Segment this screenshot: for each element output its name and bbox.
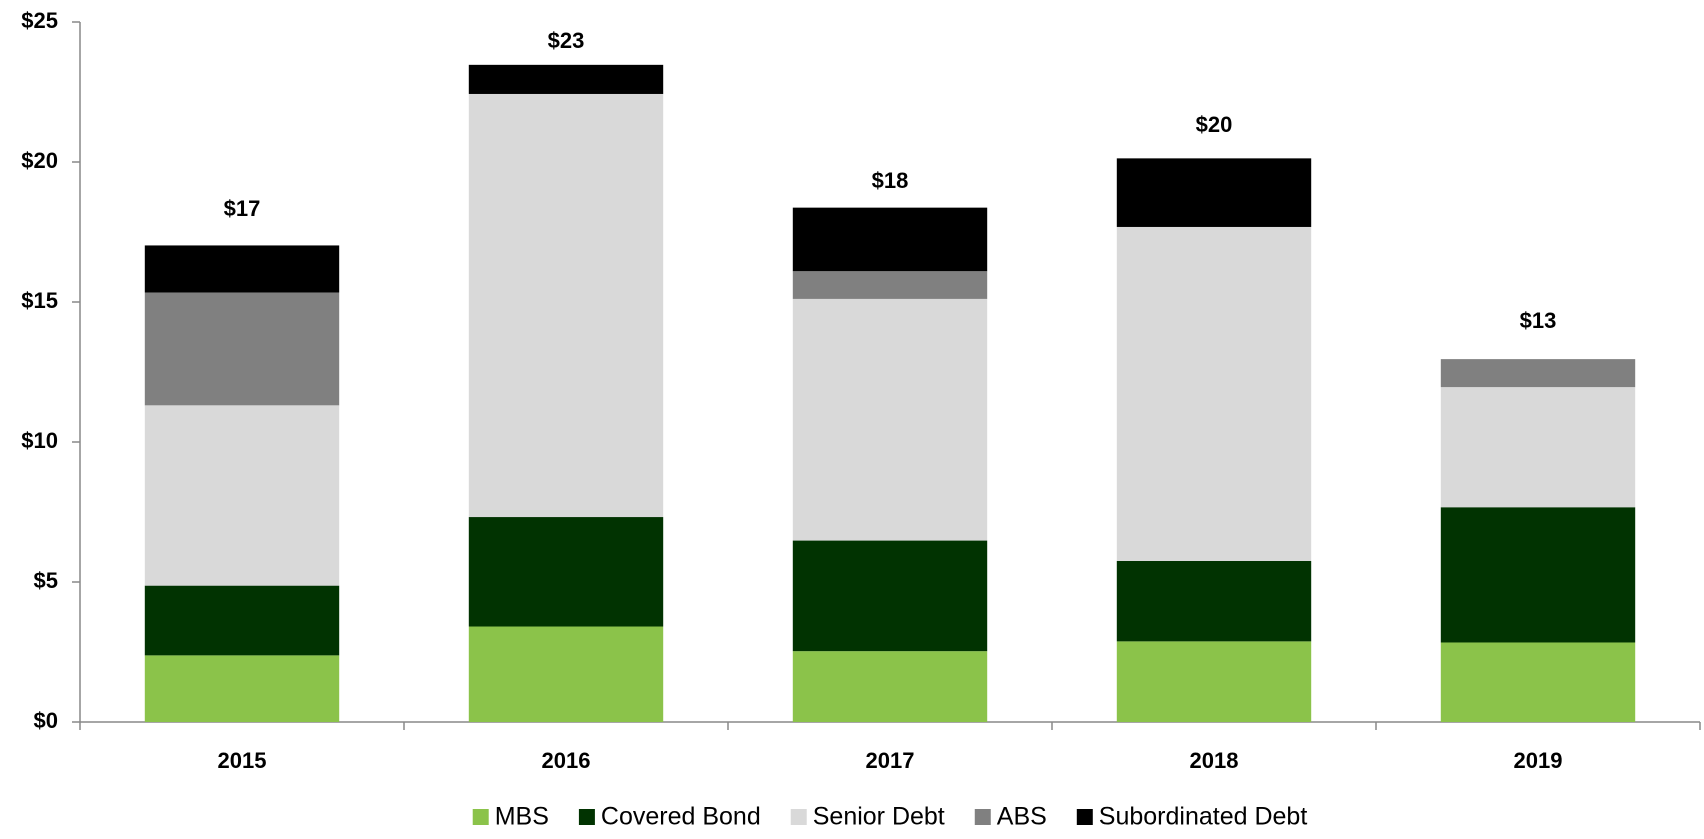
bar-segment — [1116, 641, 1312, 722]
bar-segment — [144, 292, 340, 406]
x-tick-label: 2015 — [218, 748, 267, 773]
x-tick-label: 2019 — [1514, 748, 1563, 773]
bar-segment — [1440, 359, 1636, 388]
bar-segment — [144, 405, 340, 586]
total-label: $20 — [1196, 112, 1233, 137]
bar-segment — [792, 298, 988, 541]
bar-segment — [1116, 561, 1312, 642]
bar-segment — [468, 517, 664, 627]
bar-segment — [792, 207, 988, 272]
bar-segment — [1116, 158, 1312, 227]
x-tick-label: 2018 — [1190, 748, 1239, 773]
bar-segment — [144, 245, 340, 293]
y-tick-label: $25 — [21, 8, 58, 33]
bar-segment — [1440, 507, 1636, 643]
legend-swatch — [974, 809, 991, 825]
y-tick-label: $20 — [21, 148, 58, 173]
bar-segment — [792, 540, 988, 652]
x-tick-label: 2016 — [542, 748, 591, 773]
bar-segment — [144, 585, 340, 656]
bar-segment — [144, 655, 340, 722]
y-tick-label: $15 — [21, 288, 58, 313]
legend-swatch — [472, 809, 489, 825]
y-tick-label: $5 — [34, 568, 58, 593]
legend-swatch — [790, 809, 807, 825]
legend-label: Subordinated Debt — [1099, 803, 1308, 831]
legend-label: ABS — [997, 803, 1047, 831]
total-label: $17 — [224, 196, 261, 221]
total-label: $18 — [872, 168, 909, 193]
bar-segment — [1440, 387, 1636, 508]
bar-segment — [792, 651, 988, 722]
bar-segment — [468, 626, 664, 722]
bar-segment — [468, 93, 664, 518]
x-tick-label: 2017 — [866, 748, 915, 773]
legend-label: MBS — [495, 803, 549, 831]
y-tick-label: $10 — [21, 428, 58, 453]
bar-segment — [1116, 226, 1312, 561]
legend-swatch — [1076, 809, 1093, 825]
total-label: $23 — [548, 28, 585, 53]
bar-segment — [1440, 642, 1636, 722]
legend-swatch — [578, 809, 595, 825]
bar-segment — [792, 271, 988, 299]
y-tick-label: $0 — [34, 708, 58, 733]
total-label: $13 — [1520, 308, 1557, 333]
legend-label: Senior Debt — [813, 803, 945, 831]
legend-label: Covered Bond — [601, 803, 761, 831]
bar-segment — [468, 64, 664, 94]
